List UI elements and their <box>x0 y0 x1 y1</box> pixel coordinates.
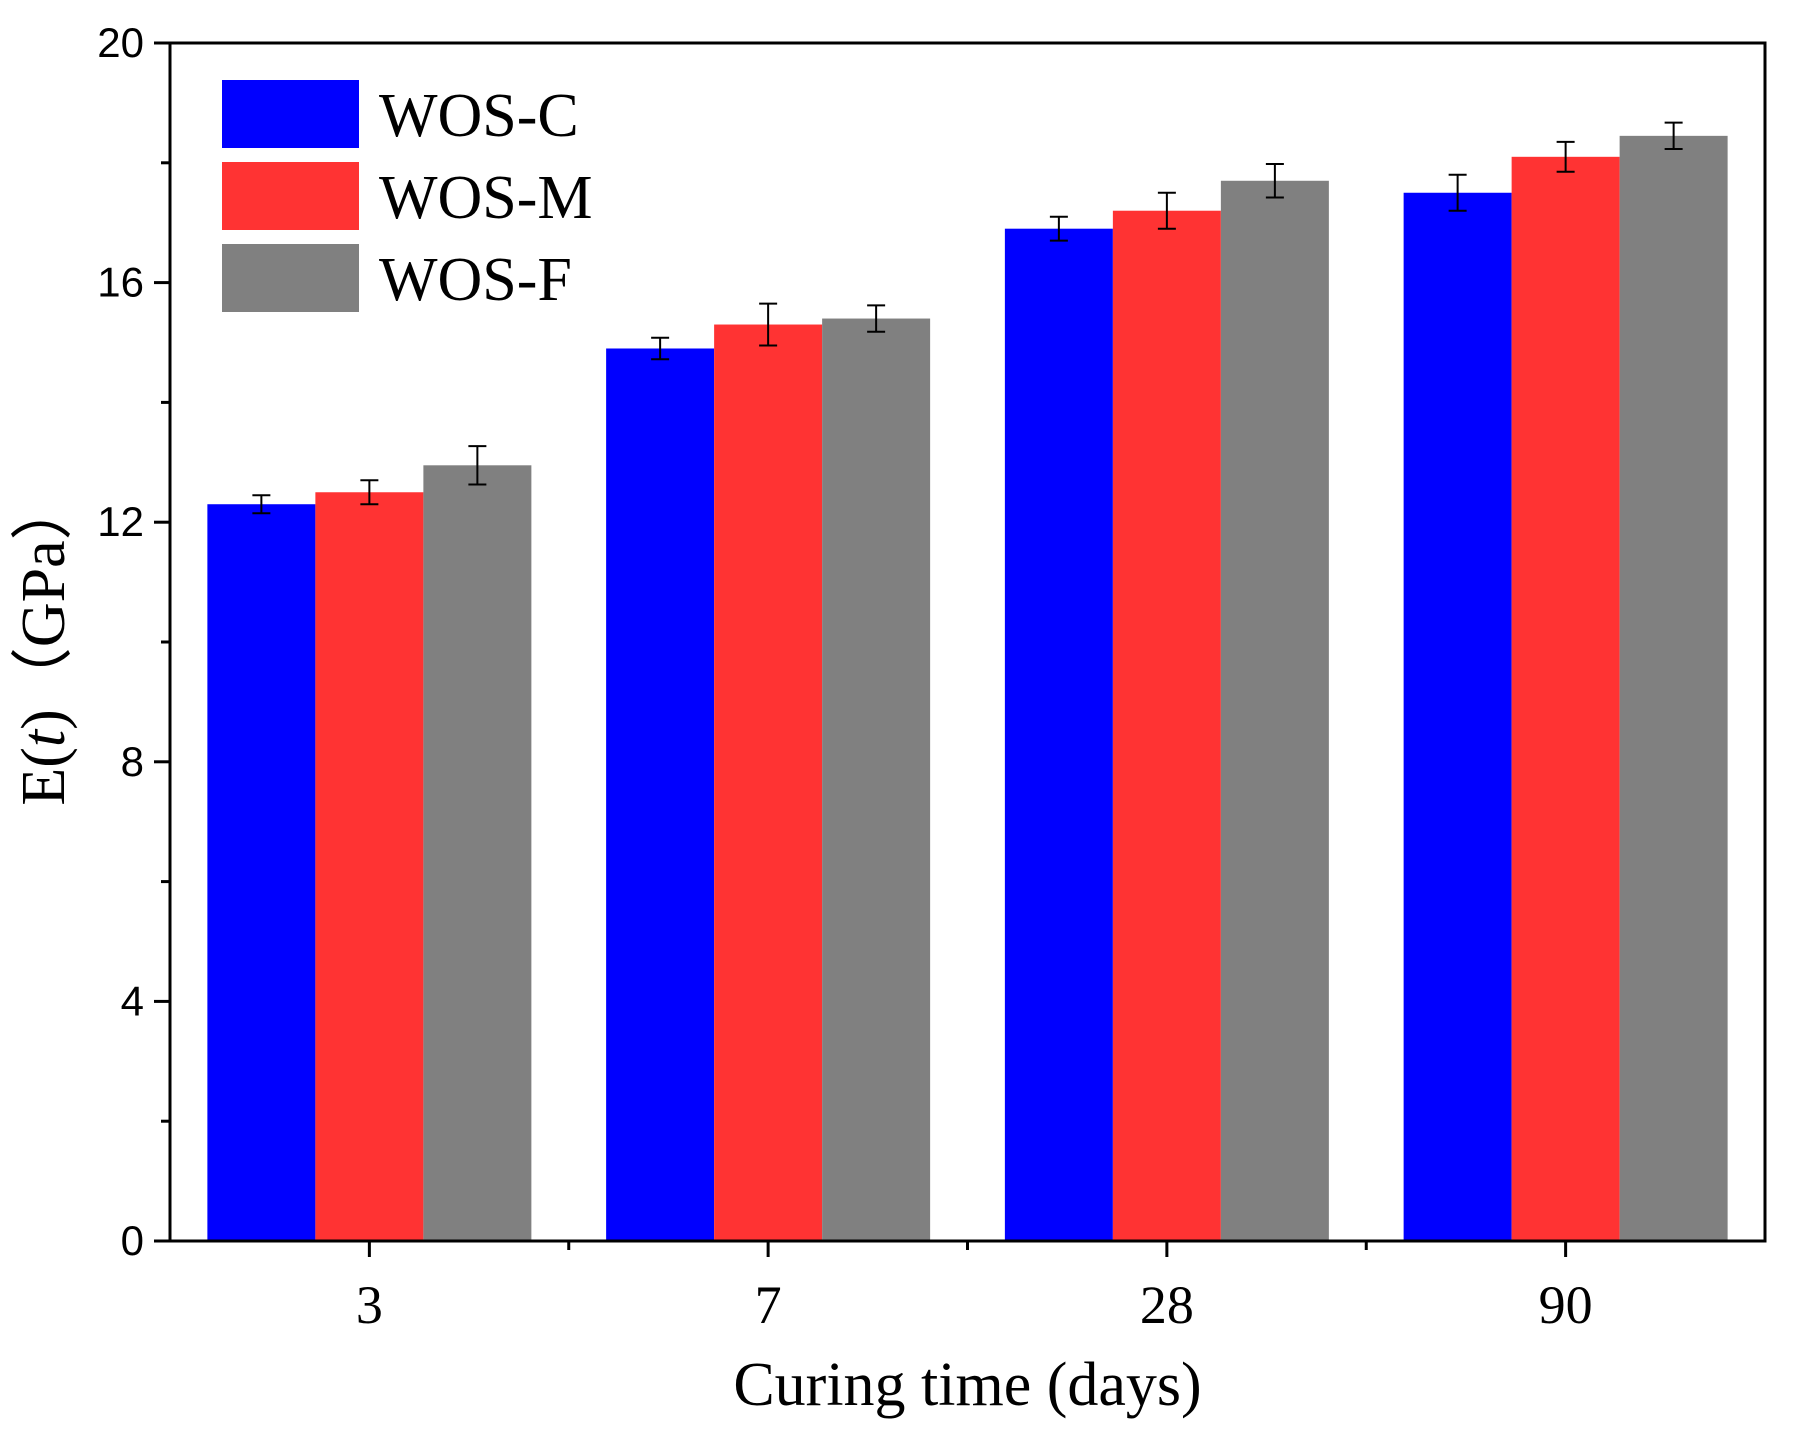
error-bar-wos-f-28 <box>1265 162 1284 199</box>
legend-swatch <box>222 162 359 230</box>
x-axis-title: Curing time (days) <box>733 1351 1201 1419</box>
bar-wos-c-28 <box>1004 228 1113 1241</box>
y-tick-label: 16 <box>97 259 144 306</box>
bar-wos-m-28 <box>1112 210 1221 1242</box>
bar-wos-f-28 <box>1220 180 1329 1241</box>
bar-wos-m-3 <box>315 492 424 1241</box>
y-axis: 0 4 8 12 16 20 <box>97 19 170 1264</box>
error-bar-wos-f-3 <box>468 445 487 486</box>
y-axis-title-variable: t <box>10 728 78 747</box>
x-tick-label: 3 <box>356 1275 383 1335</box>
legend-item-wos-f: WOS-F <box>222 244 572 314</box>
y-tick-label: 8 <box>121 738 144 785</box>
bars <box>207 135 1728 1242</box>
bar-wos-m-7 <box>714 324 823 1241</box>
legend-swatch <box>222 244 359 312</box>
error-bar-wos-m-28 <box>1157 191 1176 230</box>
error-bar-wos-m-90 <box>1556 140 1575 173</box>
error-bars <box>252 121 1683 515</box>
y-tick-label: 12 <box>97 498 144 545</box>
legend-item-wos-c: WOS-C <box>222 80 579 150</box>
bar-wos-m-90 <box>1511 156 1620 1241</box>
y-axis-title-prefix: E( <box>10 747 78 806</box>
bar-wos-c-90 <box>1403 192 1512 1241</box>
error-bar-wos-f-90 <box>1664 121 1683 151</box>
x-tick-label: 90 <box>1539 1275 1593 1335</box>
error-bar-wos-m-7 <box>759 302 778 347</box>
x-axis: 3 7 28 90 <box>356 1241 1593 1335</box>
y-tick-label: 4 <box>121 977 144 1024</box>
error-bar-wos-c-90 <box>1448 173 1467 212</box>
legend-swatch <box>222 80 359 148</box>
bar-wos-f-3 <box>423 465 532 1241</box>
y-axis-title: E(t)（GPa） <box>10 478 78 805</box>
legend-item-wos-m: WOS-M <box>222 162 593 232</box>
bar-wos-c-7 <box>606 348 715 1241</box>
legend: WOS-C WOS-M WOS-F <box>222 80 593 314</box>
error-bar-wos-c-3 <box>252 494 271 515</box>
legend-label: WOS-C <box>379 82 579 150</box>
y-tick-label: 0 <box>121 1217 144 1264</box>
x-tick-label: 7 <box>755 1275 782 1335</box>
legend-label: WOS-M <box>379 164 593 232</box>
error-bar-wos-c-7 <box>651 336 670 361</box>
bar-wos-f-90 <box>1619 135 1728 1242</box>
y-axis-title-unit: )（GPa） <box>10 478 78 729</box>
error-bar-wos-f-7 <box>867 304 886 333</box>
legend-label: WOS-F <box>379 246 572 314</box>
error-bar-wos-c-28 <box>1049 215 1068 242</box>
bar-wos-c-3 <box>207 504 316 1242</box>
error-bar-wos-m-3 <box>360 479 379 506</box>
y-tick-label: 20 <box>97 19 144 66</box>
bar-wos-f-7 <box>822 318 931 1241</box>
x-tick-label: 28 <box>1140 1275 1194 1335</box>
